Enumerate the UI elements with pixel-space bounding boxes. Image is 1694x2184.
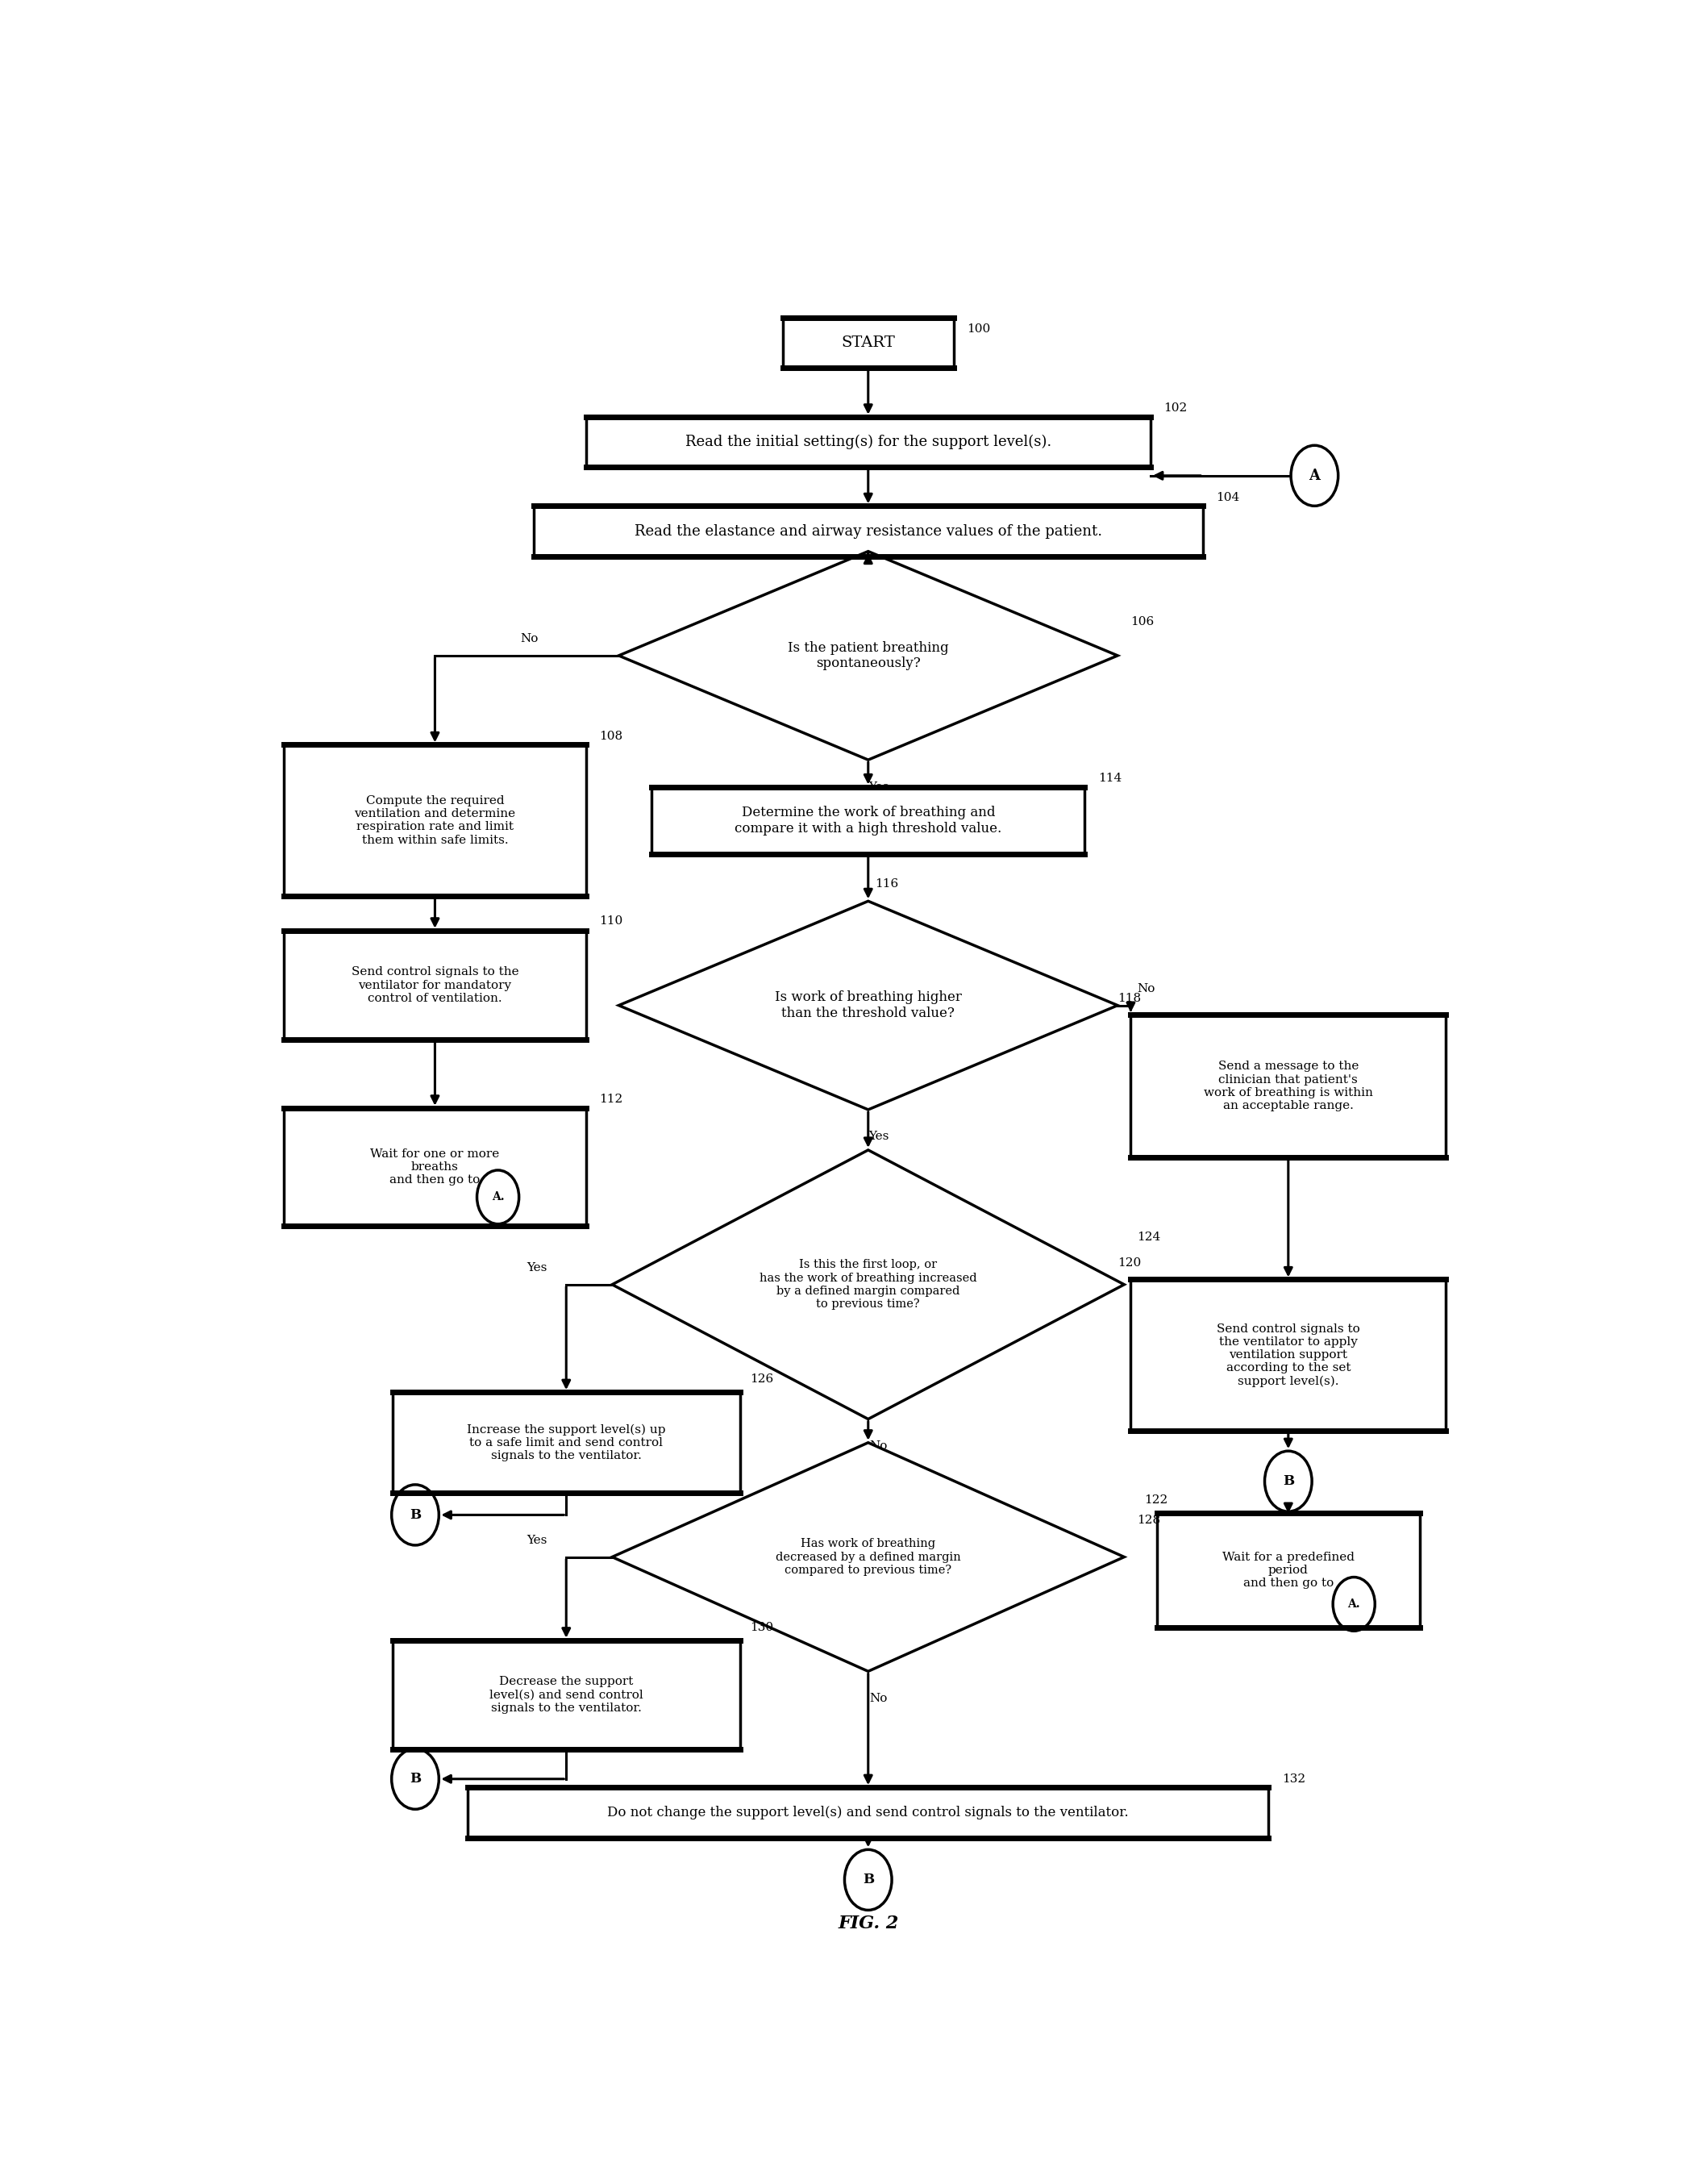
Circle shape — [1333, 1577, 1376, 1631]
Text: 104: 104 — [1216, 491, 1240, 502]
Text: FIG. 2: FIG. 2 — [839, 1915, 898, 1933]
Text: Is work of breathing higher
than the threshold value?: Is work of breathing higher than the thr… — [774, 992, 962, 1020]
Text: No: No — [1137, 983, 1155, 994]
FancyBboxPatch shape — [534, 507, 1203, 557]
Text: No: No — [869, 1439, 888, 1452]
Text: B: B — [410, 1509, 420, 1522]
Text: Read the elastance and airway resistance values of the patient.: Read the elastance and airway resistance… — [634, 524, 1103, 539]
Text: Wait for one or more
breaths
and then go to: Wait for one or more breaths and then go… — [371, 1149, 500, 1186]
Text: 122: 122 — [1143, 1494, 1167, 1505]
Text: Yes: Yes — [869, 1131, 889, 1142]
Text: 120: 120 — [1118, 1258, 1142, 1269]
Text: 130: 130 — [750, 1623, 774, 1634]
Text: Yes: Yes — [527, 1535, 547, 1546]
Text: Has work of breathing
decreased by a defined margin
compared to previous time?: Has work of breathing decreased by a def… — [776, 1538, 960, 1575]
Text: No: No — [869, 1693, 888, 1704]
Text: No: No — [520, 633, 539, 644]
Text: 132: 132 — [1282, 1773, 1304, 1784]
Text: 128: 128 — [1137, 1514, 1160, 1527]
Text: 108: 108 — [600, 732, 622, 743]
Text: 118: 118 — [1118, 994, 1142, 1005]
Text: Send a message to the
clinician that patient's
work of breathing is within
an ac: Send a message to the clinician that pat… — [1204, 1061, 1372, 1112]
FancyBboxPatch shape — [285, 1107, 586, 1225]
Text: 100: 100 — [967, 323, 991, 334]
Text: Do not change the support level(s) and send control signals to the ventilator.: Do not change the support level(s) and s… — [608, 1806, 1128, 1819]
Text: 126: 126 — [750, 1374, 774, 1385]
Text: Send control signals to
the ventilator to apply
ventilation support
according to: Send control signals to the ventilator t… — [1216, 1324, 1360, 1387]
Polygon shape — [618, 902, 1118, 1109]
Polygon shape — [612, 1151, 1125, 1420]
FancyBboxPatch shape — [393, 1640, 740, 1749]
Text: Increase the support level(s) up
to a safe limit and send control
signals to the: Increase the support level(s) up to a sa… — [468, 1424, 666, 1461]
Text: Yes: Yes — [869, 782, 889, 793]
Circle shape — [391, 1749, 439, 1808]
Text: 102: 102 — [1164, 402, 1187, 415]
Text: Is this the first loop, or
has the work of breathing increased
by a defined marg: Is this the first loop, or has the work … — [759, 1260, 977, 1310]
Circle shape — [391, 1485, 439, 1546]
FancyBboxPatch shape — [783, 317, 954, 369]
FancyBboxPatch shape — [652, 786, 1084, 854]
FancyBboxPatch shape — [1157, 1514, 1420, 1627]
Text: A: A — [1309, 467, 1320, 483]
FancyBboxPatch shape — [393, 1391, 740, 1494]
Polygon shape — [618, 550, 1118, 760]
Text: 106: 106 — [1132, 616, 1154, 627]
FancyBboxPatch shape — [1132, 1016, 1447, 1158]
Text: 116: 116 — [874, 878, 898, 889]
Text: B: B — [410, 1771, 420, 1787]
Circle shape — [1265, 1450, 1311, 1511]
Text: Yes: Yes — [527, 1262, 547, 1273]
FancyBboxPatch shape — [1132, 1280, 1447, 1431]
Text: Wait for a predefined
period
and then go to: Wait for a predefined period and then go… — [1221, 1551, 1355, 1590]
Text: Compute the required
ventilation and determine
respiration rate and limit
them w: Compute the required ventilation and det… — [354, 795, 515, 845]
FancyBboxPatch shape — [285, 745, 586, 895]
Text: Is the patient breathing
spontaneously?: Is the patient breathing spontaneously? — [788, 640, 949, 670]
Text: 112: 112 — [600, 1094, 623, 1105]
Text: Determine the work of breathing and
compare it with a high threshold value.: Determine the work of breathing and comp… — [735, 806, 1001, 834]
Circle shape — [845, 1850, 891, 1911]
FancyBboxPatch shape — [468, 1787, 1269, 1837]
Text: Read the initial setting(s) for the support level(s).: Read the initial setting(s) for the supp… — [684, 435, 1052, 450]
Text: START: START — [842, 336, 894, 349]
Text: B: B — [1282, 1474, 1294, 1487]
Text: Decrease the support
level(s) and send control
signals to the ventilator.: Decrease the support level(s) and send c… — [490, 1675, 644, 1714]
FancyBboxPatch shape — [586, 417, 1150, 467]
Text: B: B — [862, 1874, 874, 1887]
Text: Send control signals to the
ventilator for mandatory
control of ventilation.: Send control signals to the ventilator f… — [351, 968, 518, 1005]
Text: 124: 124 — [1137, 1232, 1160, 1243]
FancyBboxPatch shape — [285, 930, 586, 1040]
Circle shape — [478, 1171, 518, 1223]
Text: 110: 110 — [600, 915, 623, 926]
Text: 114: 114 — [1098, 773, 1121, 784]
Text: A.: A. — [491, 1192, 505, 1203]
Polygon shape — [612, 1444, 1125, 1671]
Circle shape — [1291, 446, 1338, 507]
Text: A.: A. — [1348, 1599, 1360, 1610]
